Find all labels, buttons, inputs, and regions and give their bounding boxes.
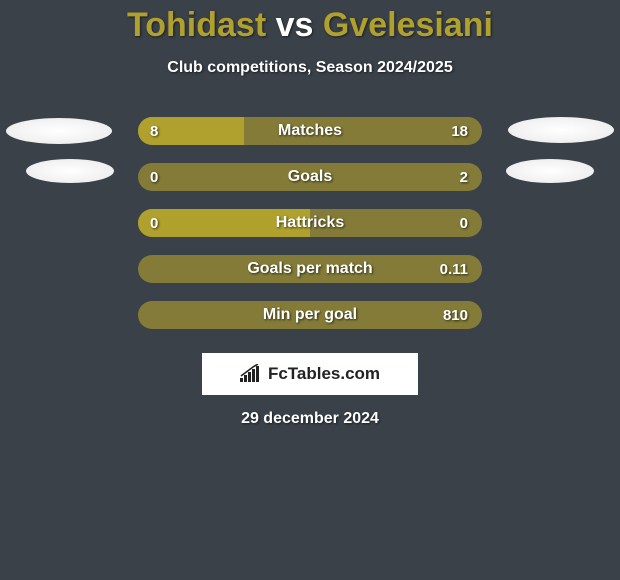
player-photo-placeholder [508, 117, 614, 143]
title-vs: vs [266, 6, 323, 44]
bar-left [138, 209, 310, 237]
bar-track [138, 209, 482, 237]
brand-badge[interactable]: FcTables.com [202, 353, 418, 395]
page-title: Tohidast vs Gvelesiani [0, 6, 620, 45]
bar-track [138, 255, 482, 283]
title-player2: Gvelesiani [323, 6, 493, 44]
bar-track [138, 301, 482, 329]
stat-row: Min per goal810 [0, 301, 620, 329]
subtitle: Club competitions, Season 2024/2025 [0, 59, 620, 77]
player-photo-placeholder [6, 118, 112, 144]
player-photo-placeholder [26, 159, 114, 183]
stat-row: Hattricks00 [0, 209, 620, 237]
bar-right [138, 163, 482, 191]
bar-chart-icon [240, 364, 262, 384]
date-text: 29 december 2024 [0, 410, 620, 428]
comparison-chart: Matches818Goals02Hattricks00Goals per ma… [0, 117, 620, 329]
bar-right [138, 301, 482, 329]
bar-right [138, 255, 482, 283]
infographic-container: Tohidast vs Gvelesiani Club competitions… [0, 0, 620, 580]
bar-left [138, 117, 244, 145]
stat-row: Goals per match0.11 [0, 255, 620, 283]
brand-text: FcTables.com [268, 364, 380, 384]
player-photo-placeholder [506, 159, 594, 183]
bar-track [138, 117, 482, 145]
bar-track [138, 163, 482, 191]
title-player1: Tohidast [127, 6, 266, 44]
